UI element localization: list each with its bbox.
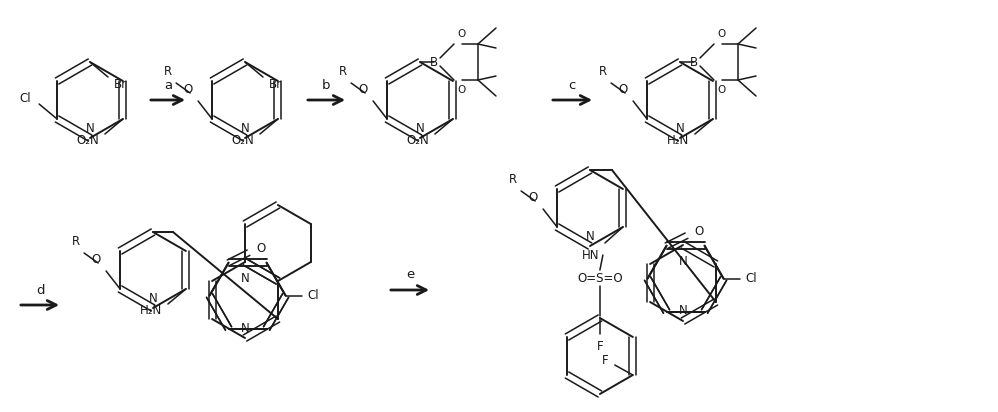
Text: N: N — [679, 255, 688, 268]
Text: O: O — [529, 191, 538, 204]
Text: O: O — [457, 29, 465, 39]
Text: R: R — [164, 65, 172, 78]
Text: B: B — [430, 56, 438, 68]
Text: d: d — [36, 283, 44, 297]
Text: N: N — [241, 122, 250, 134]
Text: B: B — [690, 56, 698, 68]
Text: O: O — [359, 83, 368, 96]
Text: O: O — [717, 85, 726, 95]
Text: O: O — [717, 29, 726, 39]
Text: N: N — [241, 321, 250, 335]
Text: Cl: Cl — [20, 91, 31, 105]
Text: R: R — [599, 65, 607, 78]
Text: a: a — [164, 79, 172, 91]
Text: N: N — [149, 292, 158, 304]
Text: O: O — [92, 253, 101, 266]
Text: O: O — [619, 83, 628, 96]
Text: O=S=O: O=S=O — [577, 272, 623, 285]
Text: b: b — [321, 79, 330, 91]
Text: O: O — [457, 85, 465, 95]
Text: c: c — [568, 79, 576, 91]
Text: F: F — [602, 354, 609, 368]
Text: HN: HN — [582, 249, 599, 262]
Text: N: N — [415, 122, 424, 134]
Text: N: N — [679, 304, 688, 318]
Text: R: R — [339, 65, 347, 78]
Text: Br: Br — [269, 77, 282, 91]
Text: R: R — [509, 173, 517, 186]
Text: O: O — [184, 83, 193, 96]
Text: e: e — [406, 269, 414, 281]
Text: Cl: Cl — [307, 289, 319, 302]
Text: N: N — [586, 229, 595, 243]
Text: N: N — [676, 122, 685, 134]
Text: N: N — [86, 122, 95, 134]
Text: R: R — [72, 235, 80, 248]
Text: O: O — [695, 225, 704, 238]
Text: Cl: Cl — [746, 272, 757, 285]
Text: N: N — [241, 272, 250, 285]
Text: F: F — [597, 340, 603, 353]
Text: Br: Br — [114, 77, 127, 91]
Text: H₂N: H₂N — [140, 304, 162, 318]
Text: H₂N: H₂N — [667, 134, 689, 147]
Text: O₂N: O₂N — [406, 134, 429, 147]
Text: O₂N: O₂N — [76, 134, 99, 147]
Text: O₂N: O₂N — [232, 134, 253, 147]
Text: O: O — [256, 242, 265, 255]
